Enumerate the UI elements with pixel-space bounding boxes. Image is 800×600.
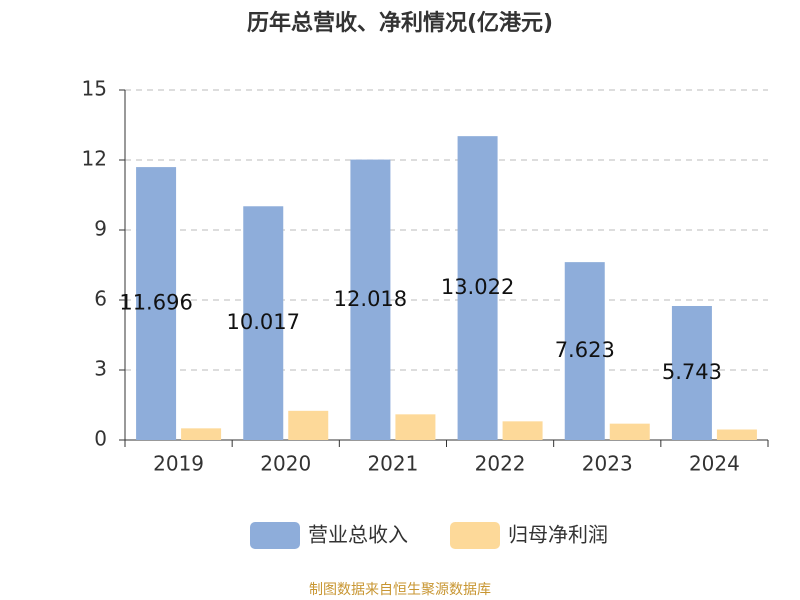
x-tick-label: 2024 bbox=[689, 452, 740, 476]
y-tick-label: 0 bbox=[94, 427, 107, 451]
legend-swatch bbox=[450, 522, 500, 549]
bar bbox=[136, 167, 177, 441]
data-label: 13.022 bbox=[441, 275, 514, 299]
bar bbox=[671, 305, 712, 440]
data-label: 5.743 bbox=[662, 360, 722, 384]
bar bbox=[181, 428, 222, 440]
bar bbox=[288, 410, 329, 440]
bar bbox=[395, 414, 436, 440]
data-label: 10.017 bbox=[227, 310, 300, 334]
data-label: 12.018 bbox=[334, 287, 407, 311]
legend-label: 归母净利润 bbox=[508, 523, 608, 547]
bar bbox=[609, 423, 650, 440]
x-tick-label: 2020 bbox=[260, 452, 311, 476]
bar bbox=[457, 136, 498, 441]
y-tick-label: 12 bbox=[82, 147, 107, 171]
x-tick-label: 2021 bbox=[367, 452, 418, 476]
bar bbox=[243, 206, 284, 440]
x-tick-label: 2022 bbox=[475, 452, 526, 476]
bar bbox=[502, 421, 543, 440]
y-tick-label: 9 bbox=[94, 217, 107, 241]
chart-title: 历年总营收、净利情况(亿港元) bbox=[247, 10, 553, 36]
x-tick-label: 2023 bbox=[582, 452, 633, 476]
source-note: 制图数据来自恒生聚源数据库 bbox=[309, 582, 491, 598]
bar bbox=[350, 159, 391, 440]
y-tick-label: 6 bbox=[94, 287, 107, 311]
legend-swatch bbox=[250, 522, 300, 549]
legend-label: 营业总收入 bbox=[308, 523, 408, 547]
data-label: 11.696 bbox=[119, 291, 192, 315]
x-tick-label: 2019 bbox=[153, 452, 204, 476]
bar bbox=[716, 429, 757, 440]
bar bbox=[564, 262, 605, 440]
y-tick-label: 3 bbox=[94, 357, 107, 381]
y-tick-label: 15 bbox=[82, 77, 107, 101]
data-label: 7.623 bbox=[555, 338, 615, 362]
